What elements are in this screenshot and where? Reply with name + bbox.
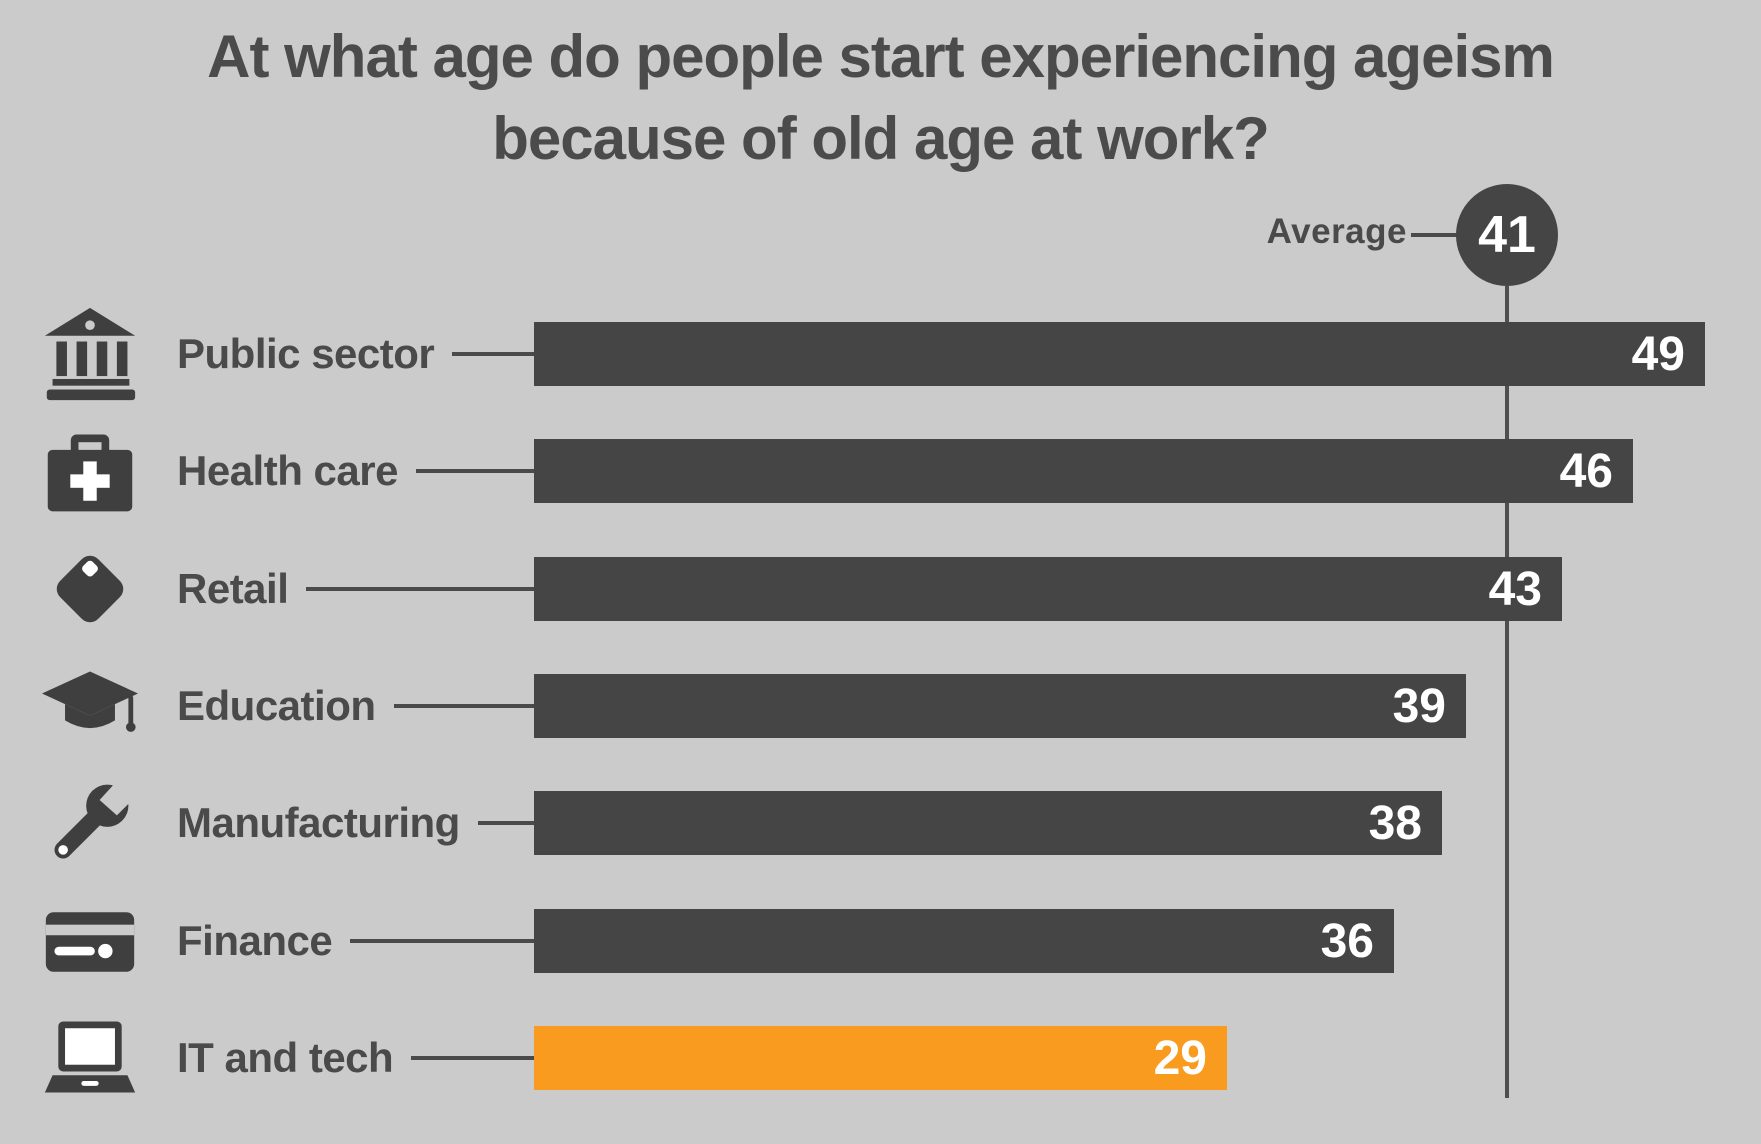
label-connector-line	[415, 469, 534, 473]
value-bar: 49	[534, 322, 1705, 386]
category-label: Retail	[177, 565, 289, 612]
label-connector-line	[411, 1056, 534, 1060]
label-connector-line	[306, 587, 534, 591]
label-connector-line	[393, 704, 534, 708]
value-bar: 39	[534, 674, 1466, 738]
bank-icon	[38, 302, 142, 406]
row-label-strip: IT and tech	[177, 1026, 534, 1090]
average-value-badge: 41	[1456, 184, 1558, 286]
chart-row: IT and tech 29	[0, 1026, 1761, 1090]
row-label-strip: Retail	[177, 557, 534, 621]
chart-row: Finance 36	[0, 909, 1761, 973]
value-bar: 29	[534, 1026, 1227, 1090]
chart-row: Retail 43	[0, 557, 1761, 621]
chart-row: Education 39	[0, 674, 1761, 738]
row-label-strip: Finance	[177, 909, 534, 973]
value-bar: 46	[534, 439, 1633, 503]
category-label: Health care	[177, 447, 398, 494]
credit-card-icon	[38, 889, 142, 993]
row-label-strip: Education	[177, 674, 534, 738]
category-label: Finance	[177, 917, 333, 964]
graduation-cap-icon	[38, 654, 142, 758]
wrench-icon	[38, 771, 142, 875]
bar-value-label: 46	[1559, 444, 1613, 498]
bar-value-label: 39	[1392, 679, 1446, 733]
bar-value-label: 36	[1320, 914, 1374, 968]
bar-value-label: 38	[1368, 796, 1422, 850]
value-bar: 38	[534, 791, 1442, 855]
category-label: Manufacturing	[177, 799, 460, 846]
value-bar: 36	[534, 909, 1394, 973]
chart-title: At what age do people start experiencing…	[207, 23, 1555, 172]
category-label: Education	[177, 682, 376, 729]
row-label-strip: Public sector	[177, 322, 534, 386]
first-aid-kit-icon	[38, 419, 142, 523]
laptop-icon	[38, 1006, 142, 1110]
label-connector-line	[477, 821, 534, 825]
bar-value-label: 29	[1153, 1031, 1207, 1085]
category-label: IT and tech	[177, 1034, 394, 1081]
label-connector-line	[452, 352, 534, 356]
category-label: Public sector	[177, 330, 435, 377]
average-label: Average	[1266, 212, 1407, 251]
chart-row: Health care 46	[0, 439, 1761, 503]
chart-row: Public sector 49	[0, 322, 1761, 386]
row-label-strip: Health care	[177, 439, 534, 503]
chart-row: Manufacturing 38	[0, 791, 1761, 855]
bar-value-label: 43	[1488, 562, 1542, 616]
average-reference-line	[1505, 286, 1509, 1098]
average-callout-line	[1411, 233, 1457, 237]
bar-value-label: 49	[1631, 327, 1685, 381]
row-label-strip: Manufacturing	[177, 791, 534, 855]
label-connector-line	[350, 939, 534, 943]
average-value: 41	[1478, 206, 1536, 264]
value-bar: 43	[534, 557, 1562, 621]
price-tag-icon	[38, 537, 142, 641]
